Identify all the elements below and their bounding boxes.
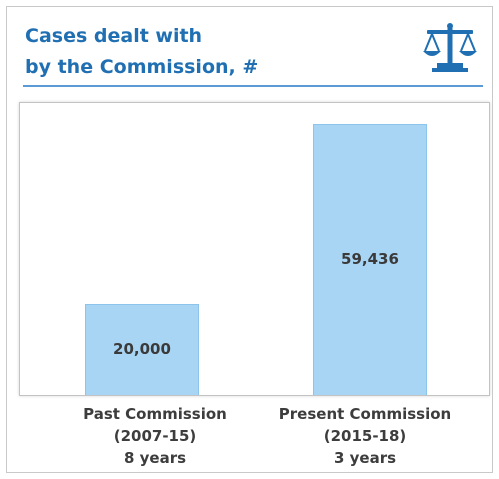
x-tick-label-line: 3 years	[333, 449, 397, 467]
x-tick-label-line: (2015-18)	[323, 427, 407, 445]
chart-title: Cases dealt with by the Commission, #	[25, 21, 258, 83]
scales-of-justice-icon	[423, 23, 477, 72]
chart-title-line-1: Cases dealt with	[25, 25, 203, 47]
x-tick-label-past-commission: Past Commission (2007-15) 8 years	[45, 403, 265, 469]
plot-area: 20,000 59,436	[19, 102, 490, 396]
title-divider	[23, 85, 483, 87]
chart-title-line-2: by the Commission, #	[25, 56, 259, 78]
data-label-past-commission: 20,000	[113, 339, 171, 358]
bar-past-commission	[85, 304, 199, 395]
bar-present-commission	[313, 124, 427, 395]
x-tick-label-line: Past Commission	[83, 405, 227, 423]
chart-card: Cases dealt with by the Commission, # 20…	[6, 6, 493, 473]
x-tick-label-line: 8 years	[123, 449, 187, 467]
x-tick-label-line: (2007-15)	[113, 427, 197, 445]
x-tick-label-present-commission: Present Commission (2015-18) 3 years	[255, 403, 475, 469]
data-label-present-commission: 59,436	[341, 249, 399, 268]
x-tick-label-line: Present Commission	[278, 405, 452, 423]
